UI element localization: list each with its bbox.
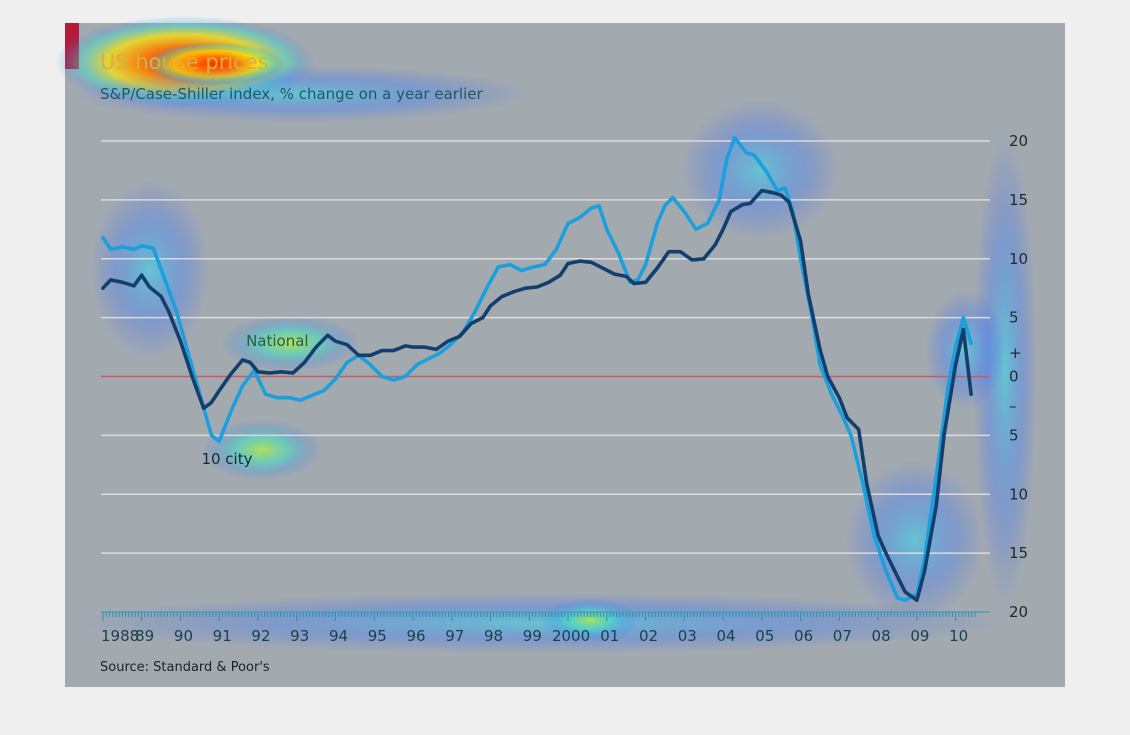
x-tick-label: 07 [833, 627, 852, 645]
heat-blob-subtitle [70, 66, 530, 122]
x-tick-label: 03 [678, 627, 697, 645]
heat-blob-yaxis [973, 130, 1037, 610]
x-tick-label: 08 [872, 627, 891, 645]
x-tick-label: 99 [523, 627, 542, 645]
series-labels: National 10 city [201, 332, 308, 468]
x-tick-label: 09 [910, 627, 929, 645]
series-label-national: National [246, 332, 309, 350]
x-tick-label: 94 [329, 627, 348, 645]
x-tick-label: 93 [290, 627, 309, 645]
x-tick-label: 05 [755, 627, 774, 645]
heat-blob-national [220, 315, 360, 371]
x-tick-label: 04 [717, 627, 736, 645]
y-tick-label: 20 [1009, 603, 1028, 621]
x-tick-label: 01 [600, 627, 619, 645]
chart-subtitle: S&P/Case-Shiller index, % change on a ye… [100, 85, 483, 103]
x-tick-label: 95 [368, 627, 387, 645]
series-line-national [101, 188, 973, 602]
y-tick-label: 15 [1009, 544, 1028, 562]
series-label-10-city: 10 city [201, 450, 252, 468]
y-tick-label: 5 [1009, 426, 1019, 444]
x-tick-label: 98 [484, 627, 503, 645]
x-tick-label: 89 [135, 627, 154, 645]
y-axis: 20 15 10 5 +0 – 5 10 15 20 [1009, 132, 1028, 621]
heat-blob-curve-left [90, 180, 210, 360]
heat-blob-curve-trough [845, 460, 985, 620]
x-tick-label: 2000 [552, 627, 590, 645]
x-tick-label: 90 [174, 627, 193, 645]
x-tick-label: 10 [949, 627, 968, 645]
y-tick-label: 0 [1009, 368, 1019, 386]
y-tick-label: 15 [1009, 191, 1028, 209]
x-tick-label: 1988 [101, 627, 139, 645]
x-tick-label: 97 [445, 627, 464, 645]
series-line-10-city [101, 135, 973, 602]
heat-blob-xaxis [70, 593, 1010, 653]
heatmap-overlay [55, 16, 1037, 653]
x-tick-label: 02 [639, 627, 658, 645]
x-tick-label: 91 [213, 627, 232, 645]
chart-source: Source: Standard & Poor's [100, 660, 270, 675]
x-tick-label: 96 [406, 627, 425, 645]
heat-blob-2000 [540, 598, 640, 642]
y-tick-label: 20 [1009, 132, 1028, 150]
x-tick-label: 06 [794, 627, 813, 645]
y-tick-label: 5 [1009, 309, 1019, 327]
y-tick-label: – [1009, 397, 1017, 415]
heat-blob-curve-peak [680, 100, 840, 240]
chart-title: US house prices [100, 50, 269, 74]
series-lines [101, 135, 973, 602]
x-tick-label: 92 [251, 627, 270, 645]
y-tick-label: 10 [1009, 250, 1028, 268]
y-tick-label: 10 [1009, 485, 1028, 503]
y-tick-label: + [1009, 344, 1022, 362]
